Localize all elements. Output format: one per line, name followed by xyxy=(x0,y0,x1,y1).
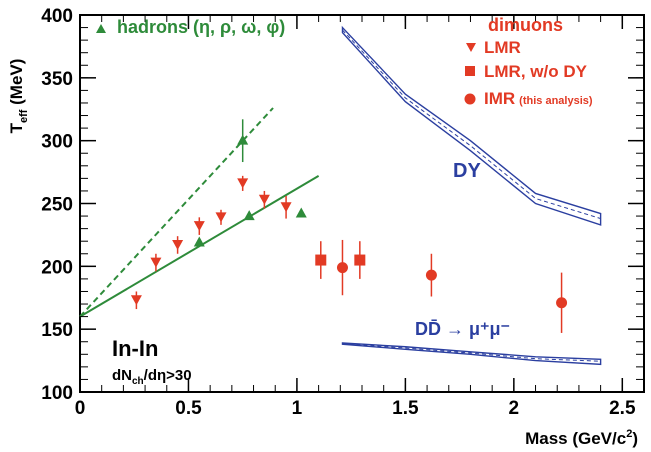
x-tick-label: 2.5 xyxy=(609,398,636,419)
cut-sub: ch xyxy=(132,376,144,387)
lmr-point xyxy=(193,221,205,232)
ticks: 0 0.5 1 1.5 2 2.5 100 150 200 250 300 350 400 xyxy=(41,6,645,419)
x-axis-title-sup: 2 xyxy=(626,428,632,440)
legend-hadron-marker xyxy=(96,24,106,33)
legend-dimuons: dimuons LMR LMR, w/o DY IMR (this analysi… xyxy=(464,15,593,108)
y-axis-title-sub: eff xyxy=(18,109,30,123)
y-tick-label: 200 xyxy=(41,257,73,278)
hadron-point xyxy=(193,236,205,247)
legend-lmr-wodi-label: LMR, w/o DY xyxy=(484,62,588,81)
lmr-point xyxy=(280,202,292,213)
cut-rest: /dη>30 xyxy=(144,367,192,384)
hadron-point xyxy=(237,134,249,145)
legend-hadrons: hadrons (η, ρ, ω, φ) xyxy=(96,17,285,37)
legend-lmr-label: LMR xyxy=(484,38,521,57)
data-points xyxy=(130,119,568,333)
y-tick-label: 100 xyxy=(41,383,73,404)
y-tick-label: 400 xyxy=(41,6,73,27)
lmr-point xyxy=(237,178,249,189)
lmr-point xyxy=(172,239,184,250)
system-label: In-In xyxy=(112,336,158,361)
legend-dimuons-title: dimuons xyxy=(488,15,563,35)
imr-point xyxy=(556,297,568,309)
legend-lmr-wodi-marker xyxy=(465,66,475,76)
hadron-point xyxy=(295,207,307,218)
y-tick-label: 150 xyxy=(41,320,73,341)
lmr-wo-dy-point xyxy=(354,254,366,266)
y-tick-label: 350 xyxy=(41,69,73,90)
bands xyxy=(341,25,602,366)
legend-lmr-marker xyxy=(466,43,476,52)
dy-label: DY xyxy=(453,160,481,182)
band-dd-outline xyxy=(341,342,602,366)
hadron-fit xyxy=(79,107,274,318)
legend-imr-label: IMR (this analysis) xyxy=(484,89,593,108)
legend-imr-marker xyxy=(464,93,476,105)
x-axis-title: Mass (GeV/c2) xyxy=(525,428,638,448)
lmr-wo-dy-point xyxy=(315,254,327,266)
y-tick-label: 250 xyxy=(41,195,73,216)
y-axis-title-main: T xyxy=(7,122,26,133)
cut-main: dN xyxy=(112,367,132,384)
fit-lines xyxy=(79,107,320,318)
dd-label: DD̄ → μ⁺μ⁻ xyxy=(415,319,510,339)
x-tick-label: 1 xyxy=(292,398,303,419)
lmr-point xyxy=(215,212,227,223)
imr-point xyxy=(336,262,348,274)
y-axis-title: Teff (MeV) xyxy=(7,59,30,134)
imr-point xyxy=(425,269,437,281)
legend-hadron-label: hadrons (η, ρ, ω, φ) xyxy=(117,17,285,37)
cut-label: dNch/dη>30 xyxy=(112,367,192,387)
legend-imr-small: (this analysis) xyxy=(519,95,593,107)
x-axis-title-end: ) xyxy=(632,429,638,448)
band-dy-center xyxy=(342,29,601,220)
y-axis-title-unit: (MeV) xyxy=(7,59,26,110)
band-dy-outline xyxy=(341,25,602,226)
hadron-point xyxy=(243,210,255,221)
legend-imr-main: IMR xyxy=(484,89,515,108)
x-tick-label: 0 xyxy=(75,398,86,419)
x-tick-label: 2 xyxy=(509,398,520,419)
y-tick-label: 300 xyxy=(41,132,73,153)
lmr-point xyxy=(150,257,162,268)
lmr-point xyxy=(130,295,142,306)
lmr-point xyxy=(258,194,270,205)
x-axis-title-main: Mass (GeV/c xyxy=(525,429,626,448)
x-tick-label: 0.5 xyxy=(175,398,202,419)
band-dd-center xyxy=(342,343,601,362)
x-tick-label: 1.5 xyxy=(392,398,419,419)
